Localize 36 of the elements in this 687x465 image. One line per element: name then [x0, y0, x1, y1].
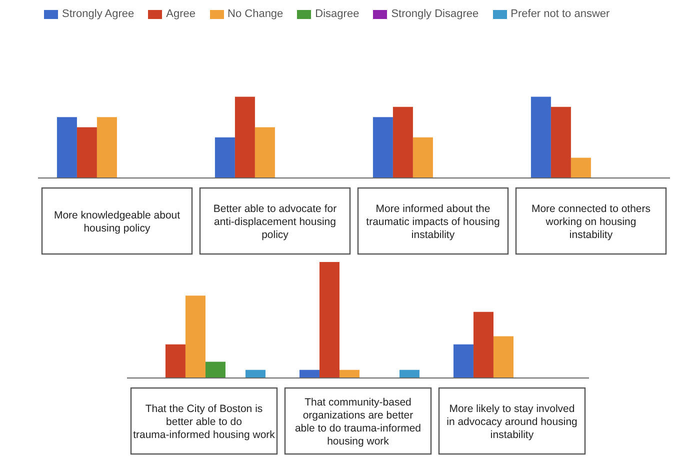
legend-label: Prefer not to answer	[510, 8, 610, 20]
bar	[214, 137, 235, 178]
legend-label: Strongly Disagree	[390, 8, 479, 20]
bar	[165, 344, 186, 378]
bar	[96, 117, 117, 178]
bar	[319, 262, 340, 378]
bar	[399, 370, 420, 378]
bar	[530, 96, 551, 178]
bar	[473, 312, 494, 378]
bar	[493, 336, 514, 378]
bar	[299, 370, 320, 378]
bar	[76, 127, 97, 178]
bar	[570, 158, 591, 178]
x-tick-label: More knowledgeable about housing policy	[54, 210, 180, 234]
x-tick-label: Better able to advocate for anti-displacement housing policy	[213, 203, 338, 241]
bar	[234, 96, 255, 178]
bar	[56, 117, 77, 178]
x-tick-label: More connected to others working on housing instability	[531, 203, 651, 241]
bar	[205, 362, 226, 378]
legend-label: Strongly Agree	[61, 8, 134, 20]
x-tick-label: That community-based organizations are better able to do trauma-informed housing work	[294, 396, 422, 448]
bar	[185, 296, 206, 378]
legend-label: Agree	[165, 8, 196, 20]
x-tick-label: That the City of Boston is better able to do trauma-informed housing work	[133, 403, 276, 441]
bar	[254, 127, 275, 178]
bar	[372, 117, 393, 178]
bar	[339, 370, 360, 378]
bar	[392, 106, 413, 178]
legend-label: Disagree	[314, 8, 360, 20]
bar	[453, 344, 474, 378]
x-tick-label: More likely to stay involved in advocacy around housing instability	[446, 403, 578, 441]
bar	[412, 137, 433, 178]
x-tick-label: More informed about the traumatic impacts of housing instability	[366, 203, 500, 241]
bar	[550, 106, 571, 178]
bar	[245, 370, 266, 378]
legend-label: No Change	[226, 8, 284, 20]
